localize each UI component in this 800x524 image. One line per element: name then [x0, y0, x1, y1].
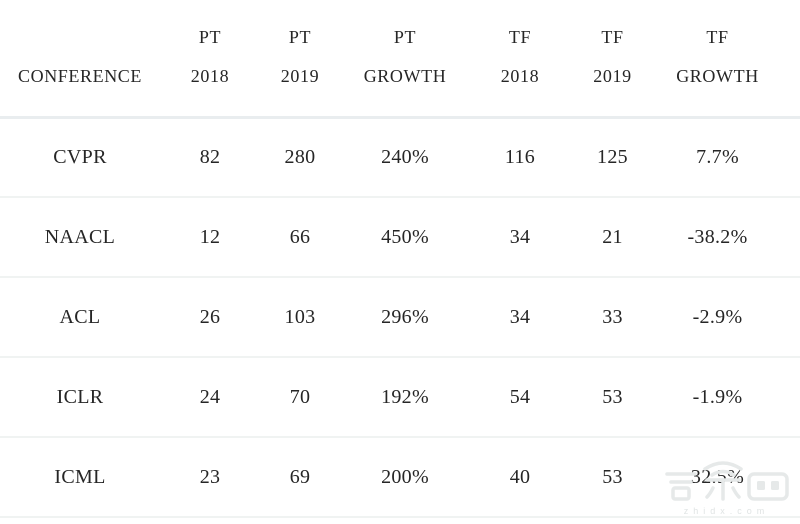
value-cell: 12 — [160, 197, 260, 278]
value-cell: 450% — [340, 197, 470, 278]
value-cell: 34 — [470, 277, 570, 358]
row-spacer — [780, 437, 800, 518]
column-header: TF 2018 — [470, 0, 570, 119]
value-cell: 7.7% — [655, 117, 780, 198]
column-header-group: PT — [393, 27, 417, 47]
column-header: TF 2019 — [570, 0, 655, 119]
conference-name-cell: NAACL — [0, 197, 160, 278]
column-header: PT GROWTH — [340, 0, 470, 119]
column-header-label: GROWTH — [676, 66, 759, 86]
table-body: CVPR 82 280 240% 116 125 7.7% NAACL 12 66 450% 34 21… — [0, 117, 800, 518]
value-cell: 82 — [160, 117, 260, 198]
column-header-label: 2018 — [190, 66, 230, 86]
row-spacer — [780, 197, 800, 278]
column-header: PT 2019 — [260, 0, 340, 119]
value-cell: 21 — [570, 197, 655, 278]
column-header-group: TF — [508, 27, 532, 47]
value-cell: 200% — [340, 437, 470, 518]
value-cell: 24 — [160, 357, 260, 438]
value-cell: -38.2% — [655, 197, 780, 278]
table-header: CONFERENCE PT 2018 PT 2019 PT GROWTH TF 2018 TF 20… — [0, 0, 800, 119]
value-cell: 26 — [160, 277, 260, 358]
row-spacer — [780, 357, 800, 438]
value-cell: 69 — [260, 437, 340, 518]
table-row: ICML 23 69 200% 40 53 32.5% — [0, 437, 800, 518]
value-cell: -2.9% — [655, 277, 780, 358]
column-header: PT 2018 — [160, 0, 260, 119]
value-cell: 40 — [470, 437, 570, 518]
table-row: CVPR 82 280 240% 116 125 7.7% — [0, 117, 800, 198]
column-header-group: PT — [288, 27, 312, 47]
header-spacer — [780, 0, 800, 119]
value-cell: -1.9% — [655, 357, 780, 438]
value-cell: 240% — [340, 117, 470, 198]
column-header-group — [0, 26, 160, 48]
row-spacer — [780, 117, 800, 198]
column-header-label: 2018 — [500, 66, 540, 86]
value-cell: 125 — [570, 117, 655, 198]
value-cell: 116 — [470, 117, 570, 198]
column-header: CONFERENCE — [0, 0, 160, 119]
value-cell: 296% — [340, 277, 470, 358]
column-header-label: GROWTH — [363, 66, 447, 86]
column-header-label: CONFERENCE — [17, 66, 142, 86]
value-cell: 66 — [260, 197, 340, 278]
column-header-group: TF — [601, 27, 624, 47]
value-cell: 33 — [570, 277, 655, 358]
row-spacer — [780, 277, 800, 358]
table-row: ICLR 24 70 192% 54 53 -1.9% — [0, 357, 800, 438]
conference-name-cell: CVPR — [0, 117, 160, 198]
column-header: TF GROWTH — [655, 0, 780, 119]
value-cell: 32.5% — [655, 437, 780, 518]
column-header-label: 2019 — [280, 66, 320, 86]
column-header-label: 2019 — [593, 66, 632, 86]
value-cell: 280 — [260, 117, 340, 198]
table-row: NAACL 12 66 450% 34 21 -38.2% — [0, 197, 800, 278]
header-row: CONFERENCE PT 2018 PT 2019 PT GROWTH TF 2018 TF 20… — [0, 0, 800, 119]
value-cell: 103 — [260, 277, 340, 358]
conference-name-cell: ICLR — [0, 357, 160, 438]
value-cell: 53 — [570, 357, 655, 438]
value-cell: 23 — [160, 437, 260, 518]
conference-name-cell: ICML — [0, 437, 160, 518]
table-row: ACL 26 103 296% 34 33 -2.9% — [0, 277, 800, 358]
value-cell: 53 — [570, 437, 655, 518]
value-cell: 34 — [470, 197, 570, 278]
column-header-group: TF — [706, 27, 729, 47]
value-cell: 192% — [340, 357, 470, 438]
column-header-group: PT — [198, 27, 222, 47]
conference-name-cell: ACL — [0, 277, 160, 358]
value-cell: 70 — [260, 357, 340, 438]
value-cell: 54 — [470, 357, 570, 438]
